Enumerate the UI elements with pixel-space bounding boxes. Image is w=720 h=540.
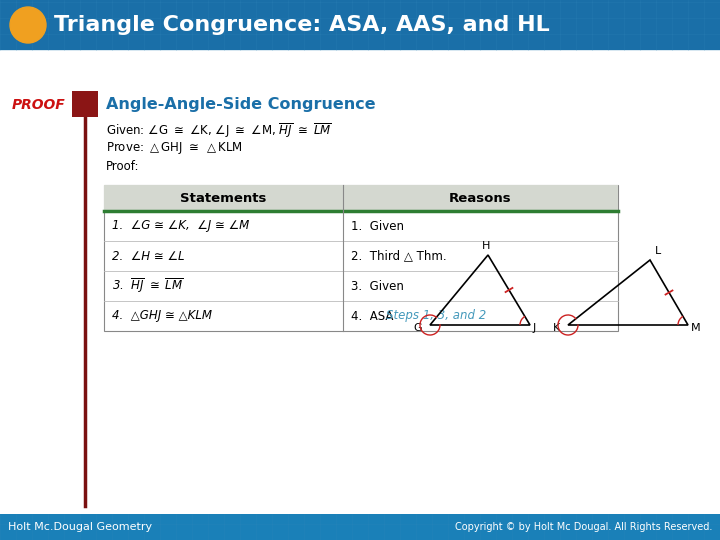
Text: 2.  ∠H ≅ ∠L: 2. ∠H ≅ ∠L bbox=[112, 249, 184, 262]
Bar bbox=[104, 185, 618, 331]
Circle shape bbox=[10, 7, 46, 43]
Text: G: G bbox=[413, 323, 422, 333]
Text: M: M bbox=[691, 323, 701, 333]
Bar bbox=[72, 91, 98, 117]
Text: 4.  △GHJ ≅ △KLM: 4. △GHJ ≅ △KLM bbox=[112, 309, 212, 322]
Bar bbox=[0, 0, 720, 50]
Text: L: L bbox=[655, 246, 661, 256]
Text: Steps 1, 3, and 2: Steps 1, 3, and 2 bbox=[386, 309, 486, 322]
Text: 1.  ∠G ≅ ∠K,  ∠J ≅ ∠M: 1. ∠G ≅ ∠K, ∠J ≅ ∠M bbox=[112, 219, 249, 233]
Text: Statements: Statements bbox=[180, 192, 266, 205]
Text: Prove: $\triangle$GHJ $\cong$ $\triangle$KLM: Prove: $\triangle$GHJ $\cong$ $\triangle… bbox=[106, 140, 243, 156]
Text: Given: $\angle$G $\cong$ $\angle$K, $\angle$J $\cong$ $\angle$M, $\overline{HJ}$: Given: $\angle$G $\cong$ $\angle$K, $\an… bbox=[106, 122, 332, 140]
Text: K: K bbox=[553, 323, 560, 333]
Text: PROOF: PROOF bbox=[12, 98, 66, 112]
Text: 3.  Given: 3. Given bbox=[351, 280, 404, 293]
Text: 2.  Third △ Thm.: 2. Third △ Thm. bbox=[351, 249, 446, 262]
Text: Angle-Angle-Side Congruence: Angle-Angle-Side Congruence bbox=[106, 98, 376, 112]
Text: 1.  Given: 1. Given bbox=[351, 219, 404, 233]
Text: J: J bbox=[533, 323, 536, 333]
Text: Holt Mc.Dougal Geometry: Holt Mc.Dougal Geometry bbox=[8, 522, 152, 532]
Bar bbox=[0, 514, 720, 540]
Text: 3.  $\overline{HJ}$ $\cong$ $\overline{LM}$: 3. $\overline{HJ}$ $\cong$ $\overline{LM… bbox=[112, 276, 184, 295]
Bar bbox=[104, 185, 618, 211]
Text: Triangle Congruence: ASA, AAS, and HL: Triangle Congruence: ASA, AAS, and HL bbox=[54, 15, 550, 35]
Text: 4.  ASA: 4. ASA bbox=[351, 309, 397, 322]
Text: Proof:: Proof: bbox=[106, 160, 140, 173]
Text: H: H bbox=[482, 241, 490, 251]
Text: Reasons: Reasons bbox=[449, 192, 512, 205]
Text: Copyright © by Holt Mc Dougal. All Rights Reserved.: Copyright © by Holt Mc Dougal. All Right… bbox=[454, 522, 712, 532]
